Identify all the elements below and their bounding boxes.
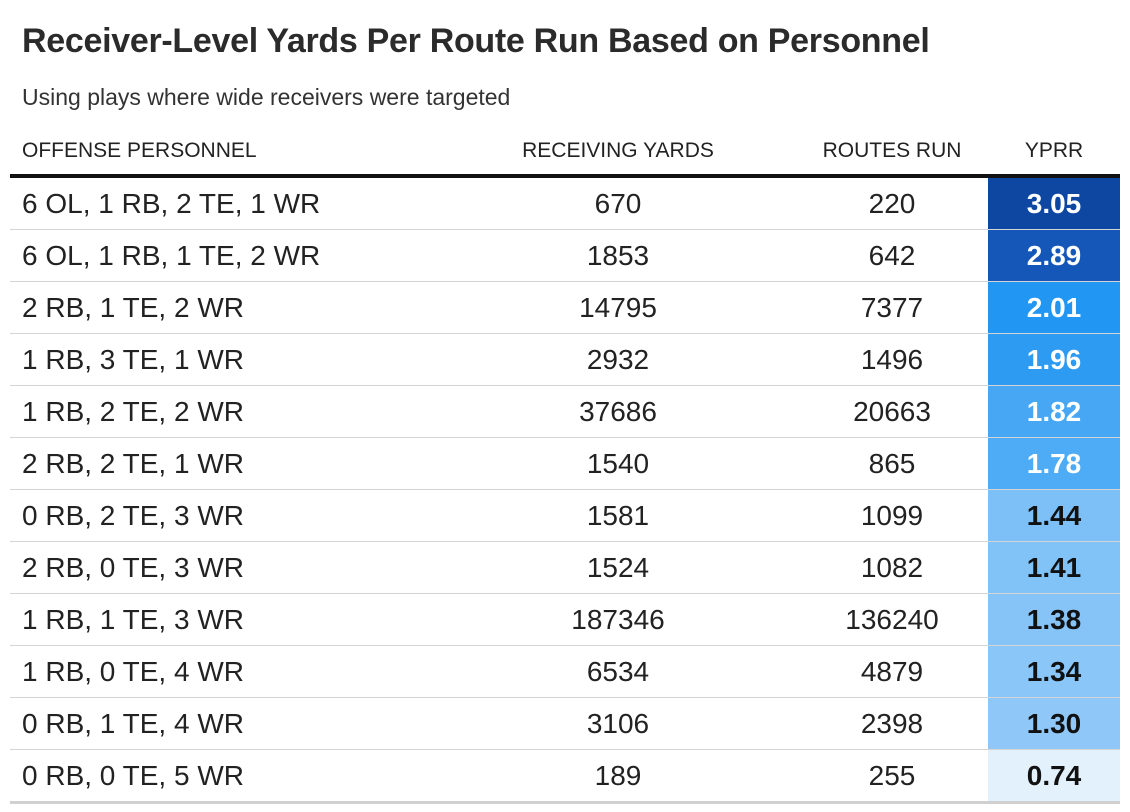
receiving-yards-cell: 1581	[440, 489, 796, 542]
header-row: OFFENSE PERSONNEL RECEIVING YARDS ROUTES…	[10, 128, 1120, 178]
personnel-cell: 0 RB, 2 TE, 3 WR	[10, 489, 440, 542]
personnel-cell: 2 RB, 2 TE, 1 WR	[10, 437, 440, 490]
receiving-yards-cell: 1853	[440, 229, 796, 282]
yprr-cell: 1.30	[988, 697, 1120, 750]
personnel-cell: 1 RB, 1 TE, 3 WR	[10, 593, 440, 646]
routes-run-cell: 20663	[796, 385, 988, 438]
personnel-cell: 2 RB, 0 TE, 3 WR	[10, 541, 440, 594]
table-row: 2 RB, 1 TE, 2 WR 14795 7377 2.01	[10, 281, 1120, 334]
routes-run-cell: 255	[796, 749, 988, 804]
chart-subtitle: Using plays where wide receivers were ta…	[22, 84, 511, 110]
table-row: 6 OL, 1 RB, 1 TE, 2 WR 1853 642 2.89	[10, 229, 1120, 282]
personnel-cell: 0 RB, 0 TE, 5 WR	[10, 749, 440, 804]
yprr-cell: 1.34	[988, 645, 1120, 698]
yprr-cell: 0.74	[988, 749, 1120, 804]
table-row: 0 RB, 1 TE, 4 WR 3106 2398 1.30	[10, 697, 1120, 750]
receiving-yards-cell: 189	[440, 749, 796, 804]
table-row: 6 OL, 1 RB, 2 TE, 1 WR 670 220 3.05	[10, 176, 1120, 230]
table-row: 0 RB, 2 TE, 3 WR 1581 1099 1.44	[10, 489, 1120, 542]
receiving-yards-cell: 14795	[440, 281, 796, 334]
personnel-cell: 6 OL, 1 RB, 2 TE, 1 WR	[10, 176, 440, 230]
receiving-yards-cell: 2932	[440, 333, 796, 386]
yprr-cell: 3.05	[988, 176, 1120, 230]
routes-run-cell: 1082	[796, 541, 988, 594]
table-row: 1 RB, 1 TE, 3 WR 187346 136240 1.38	[10, 593, 1120, 646]
personnel-cell: 1 RB, 0 TE, 4 WR	[10, 645, 440, 698]
yprr-cell: 1.38	[988, 593, 1120, 646]
chart-title: Receiver-Level Yards Per Route Run Based…	[22, 22, 930, 60]
receiving-yards-cell: 670	[440, 176, 796, 230]
receiving-yards-cell: 1524	[440, 541, 796, 594]
routes-run-cell: 4879	[796, 645, 988, 698]
personnel-cell: 1 RB, 3 TE, 1 WR	[10, 333, 440, 386]
table-row: 0 RB, 0 TE, 5 WR 189 255 0.74	[10, 749, 1120, 804]
yprr-cell: 2.89	[988, 229, 1120, 282]
receiving-yards-cell: 3106	[440, 697, 796, 750]
routes-run-cell: 2398	[796, 697, 988, 750]
personnel-cell: 6 OL, 1 RB, 1 TE, 2 WR	[10, 229, 440, 282]
yprr-cell: 2.01	[988, 281, 1120, 334]
routes-run-cell: 1496	[796, 333, 988, 386]
receiving-yards-cell: 6534	[440, 645, 796, 698]
table-row: 1 RB, 0 TE, 4 WR 6534 4879 1.34	[10, 645, 1120, 698]
routes-run-cell: 136240	[796, 593, 988, 646]
yprr-cell: 1.44	[988, 489, 1120, 542]
table-row: 2 RB, 0 TE, 3 WR 1524 1082 1.41	[10, 541, 1120, 594]
table-header: OFFENSE PERSONNEL RECEIVING YARDS ROUTES…	[10, 128, 1120, 178]
table-row: 1 RB, 3 TE, 1 WR 2932 1496 1.96	[10, 333, 1120, 386]
receiving-yards-cell: 1540	[440, 437, 796, 490]
personnel-cell: 2 RB, 1 TE, 2 WR	[10, 281, 440, 334]
column-header-personnel: OFFENSE PERSONNEL	[10, 128, 440, 178]
receiving-yards-cell: 187346	[440, 593, 796, 646]
routes-run-cell: 7377	[796, 281, 988, 334]
routes-run-cell: 220	[796, 176, 988, 230]
yprr-cell: 1.78	[988, 437, 1120, 490]
data-table: OFFENSE PERSONNEL RECEIVING YARDS ROUTES…	[10, 128, 1120, 804]
yprr-cell: 1.41	[988, 541, 1120, 594]
routes-run-cell: 1099	[796, 489, 988, 542]
personnel-cell: 1 RB, 2 TE, 2 WR	[10, 385, 440, 438]
yprr-cell: 1.82	[988, 385, 1120, 438]
column-header-yprr: YPRR	[988, 128, 1120, 178]
routes-run-cell: 865	[796, 437, 988, 490]
receiving-yards-cell: 37686	[440, 385, 796, 438]
column-header-routes-run: ROUTES RUN	[796, 128, 988, 178]
table-row: 2 RB, 2 TE, 1 WR 1540 865 1.78	[10, 437, 1120, 490]
table-row: 1 RB, 2 TE, 2 WR 37686 20663 1.82	[10, 385, 1120, 438]
routes-run-cell: 642	[796, 229, 988, 282]
yprr-cell: 1.96	[988, 333, 1120, 386]
table-body: 6 OL, 1 RB, 2 TE, 1 WR 670 220 3.05 6 OL, 1 …	[10, 176, 1120, 804]
column-header-receiving-yards: RECEIVING YARDS	[440, 128, 796, 178]
personnel-cell: 0 RB, 1 TE, 4 WR	[10, 697, 440, 750]
